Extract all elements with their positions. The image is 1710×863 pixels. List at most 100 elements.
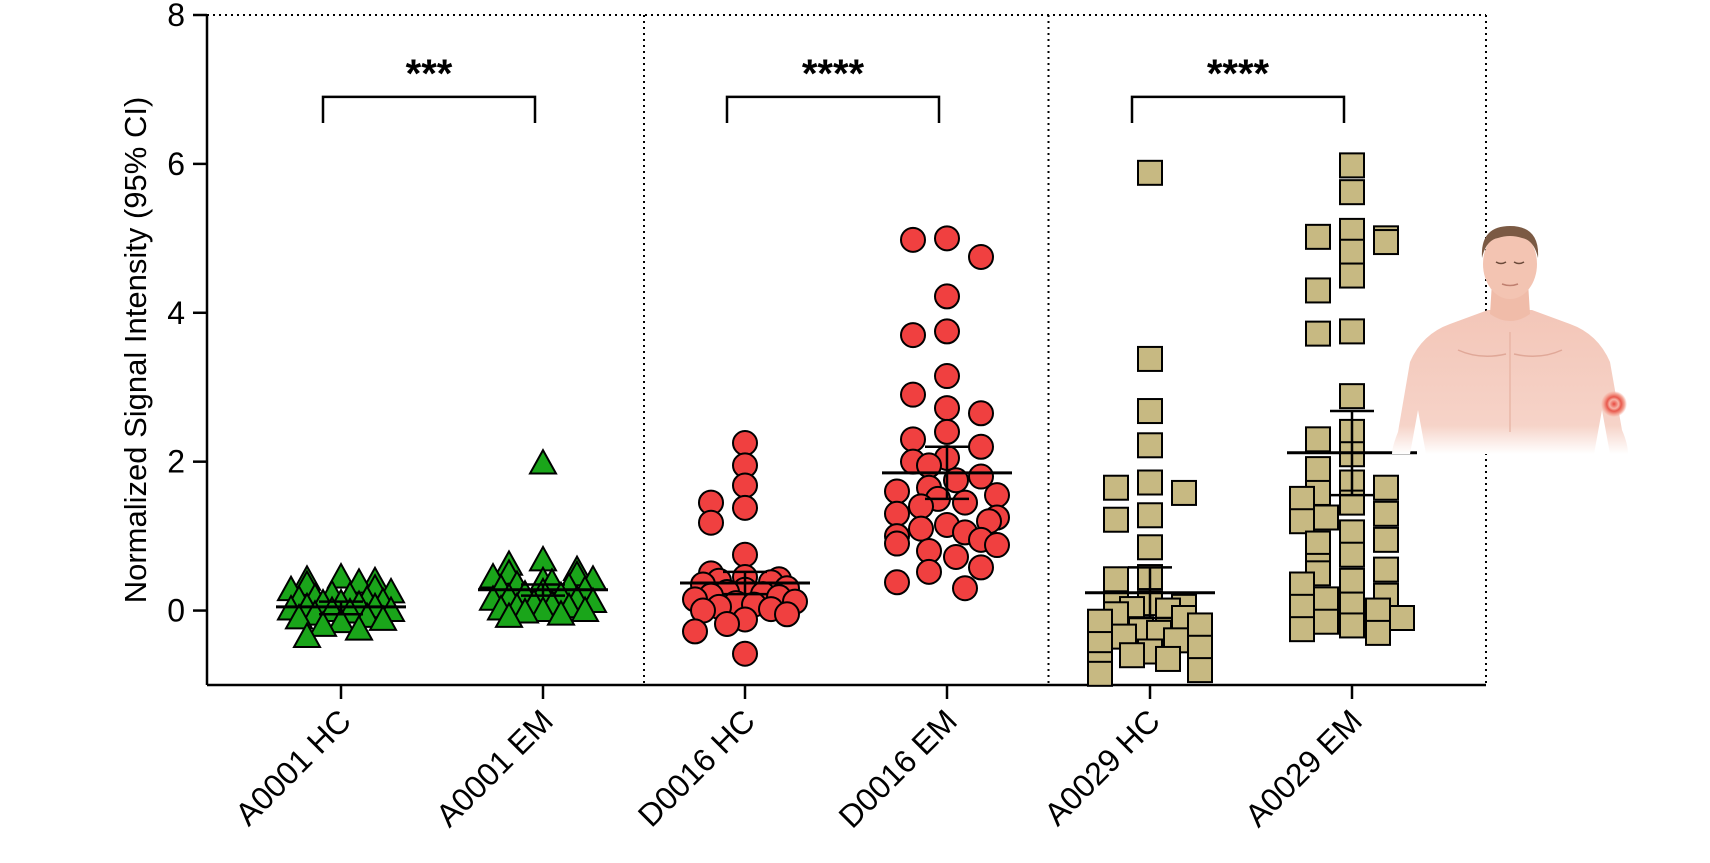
data-point-circle	[682, 618, 708, 645]
data-point-square	[1389, 605, 1415, 631]
data-point-square	[1339, 262, 1365, 289]
x-tick-label: A0029 HC	[1037, 702, 1167, 832]
data-point-circle	[934, 283, 960, 310]
data-point-square	[1155, 645, 1181, 672]
data-point-circle	[952, 575, 978, 602]
data-point-circle	[900, 226, 926, 253]
data-point-square	[1305, 320, 1331, 347]
data-point-square	[1137, 502, 1163, 529]
data-point-square	[1365, 619, 1391, 646]
data-point-circle	[884, 530, 910, 557]
y-tick-label: 0	[167, 593, 185, 629]
y-axis: 0 2 4 6 8	[167, 0, 207, 629]
significance-label: ***	[406, 52, 453, 96]
data-point-square	[1305, 530, 1331, 557]
data-point-circle	[934, 225, 960, 252]
data-point-circle	[698, 509, 724, 536]
data-point-circle	[952, 489, 978, 516]
data-point-square	[1313, 504, 1339, 531]
data-point-square	[1187, 657, 1213, 684]
data-point-square	[1137, 469, 1163, 496]
data-point-square	[1137, 398, 1163, 425]
data-point-square	[1339, 519, 1365, 546]
data-point-triangle	[528, 448, 558, 475]
data-point-square	[1289, 485, 1315, 512]
data-point-circle	[934, 418, 960, 445]
significance-bracket	[1130, 95, 1346, 123]
x-tick-label: D0016 HC	[631, 702, 762, 833]
data-point-square	[1373, 526, 1399, 553]
significance-bracket	[321, 95, 537, 123]
data-point-square	[1339, 238, 1365, 265]
data-point-circle	[732, 430, 758, 457]
data-point-square	[1373, 556, 1399, 583]
data-point-triangle	[368, 604, 398, 631]
y-axis-label: Normalized Signal Intensity (95% CI)	[118, 97, 153, 604]
x-tick-label: A0001 EM	[429, 702, 560, 833]
data-point-square	[1137, 345, 1163, 372]
data-point-triangle	[344, 614, 374, 641]
plot-frame	[205, 14, 1487, 687]
data-point-circle	[968, 554, 994, 581]
data-point-square	[1313, 608, 1339, 635]
data-point-triangle	[510, 596, 540, 624]
data-point-circle	[900, 381, 926, 408]
data-point-square	[1373, 229, 1399, 256]
significance-bracket	[725, 95, 941, 123]
data-point-circle	[943, 543, 969, 570]
y-tick-label: 8	[167, 0, 185, 33]
data-point-square	[1339, 318, 1365, 345]
data-point-circle	[900, 426, 926, 453]
significance-label: ****	[802, 52, 865, 96]
data-point-circle	[774, 601, 800, 628]
data-point-circle	[934, 318, 960, 345]
data-point-square	[1339, 179, 1365, 206]
data-point-circle	[884, 478, 910, 505]
data-point-circle	[916, 558, 942, 585]
mean-ci-bars	[276, 409, 1417, 620]
data-point-circle	[884, 569, 910, 596]
data-point-square	[1087, 608, 1113, 635]
data-point-square	[1313, 586, 1339, 613]
data-point-square	[1119, 642, 1145, 669]
data-point-square	[1289, 616, 1315, 643]
y-tick-label: 2	[167, 444, 185, 480]
data-point-triangle	[284, 602, 314, 630]
data-point-circle	[732, 541, 758, 568]
data-point-circle	[732, 472, 758, 499]
data-point-square	[1305, 223, 1331, 250]
data-point-square	[1103, 474, 1129, 501]
data-point-circle	[968, 433, 994, 460]
data-point-triangle	[326, 606, 356, 634]
data-point-square	[1373, 474, 1399, 501]
data-point-square	[1365, 597, 1391, 624]
data-point-square	[1187, 634, 1213, 661]
x-tick-label: A0029 EM	[1238, 702, 1369, 833]
data-point-square	[1289, 508, 1315, 535]
data-point-square	[1339, 612, 1365, 639]
data-point-circle	[934, 395, 960, 422]
data-point-circle	[968, 400, 994, 427]
data-point-circle	[884, 500, 910, 527]
data-point-circle	[908, 515, 934, 542]
y-tick-label: 4	[167, 295, 185, 331]
human-torso-with-erythema-migrans-rash-icon	[1392, 226, 1628, 454]
data-point-square	[1373, 500, 1399, 527]
data-point-square	[1305, 277, 1331, 304]
data-point-triangle	[292, 621, 322, 649]
data-point-circle	[732, 494, 758, 521]
y-tick-label: 6	[167, 146, 185, 182]
data-point-square	[1187, 612, 1213, 639]
data-point-triangle	[546, 599, 576, 626]
x-tick-label: D0016 EM	[832, 702, 964, 834]
data-point-circle	[984, 482, 1010, 509]
data-point-triangle	[326, 561, 356, 589]
data-point-square	[1137, 432, 1163, 459]
data-point-square	[1087, 660, 1113, 687]
data-point-circle	[968, 463, 994, 490]
significance-brackets: *** **** ****	[321, 52, 1346, 123]
data-point-square	[1339, 541, 1365, 568]
data-point-square	[1137, 534, 1163, 561]
data-point-square	[1305, 456, 1331, 483]
